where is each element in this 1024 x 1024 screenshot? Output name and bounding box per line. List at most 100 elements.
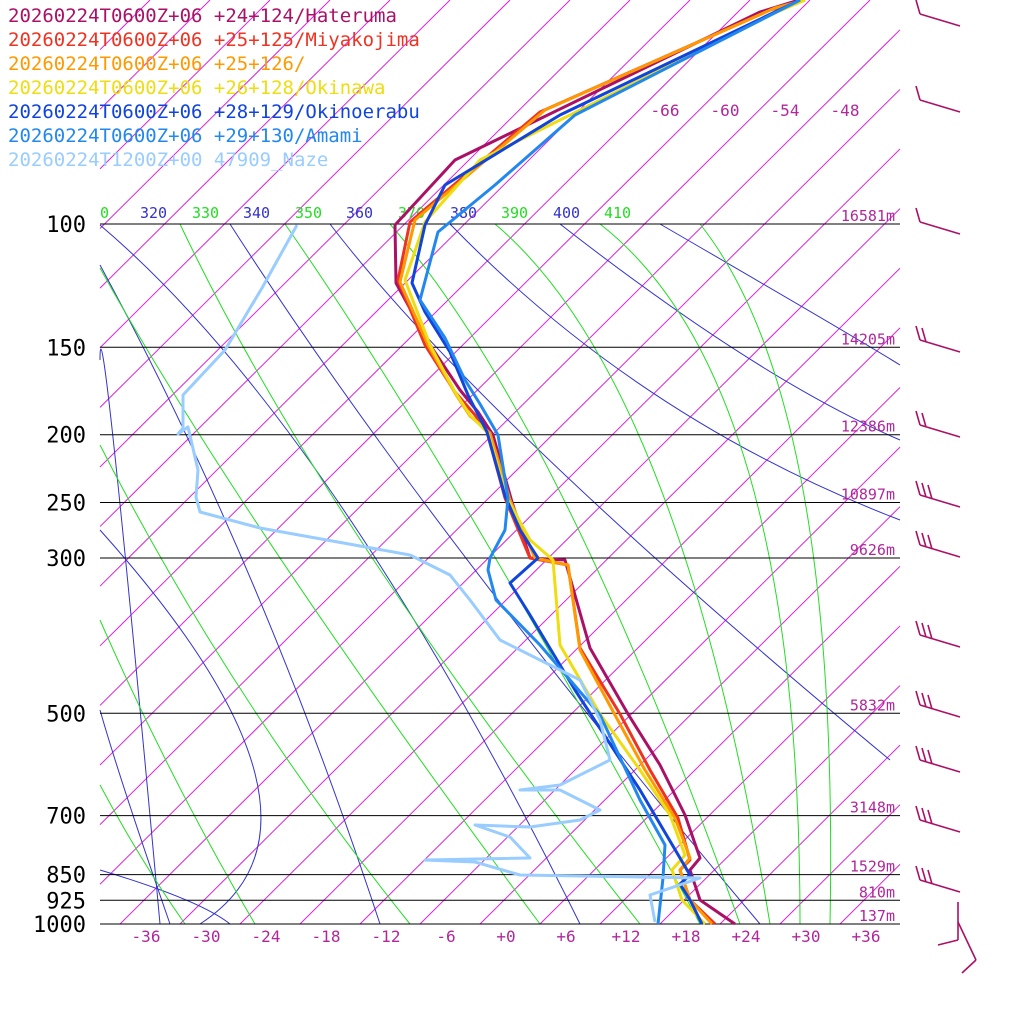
series-line — [393, 0, 800, 926]
isotherm-line — [239, 267, 901, 925]
x-tick-label: -18 — [312, 927, 341, 946]
wind-barb-feather — [961, 959, 977, 974]
legend-item: 20260224T0600Z+06 +25+125/Miyakojima — [8, 29, 420, 51]
moist-adiabat-line — [699, 223, 832, 925]
theta-label: 350 — [295, 204, 322, 222]
isotherm-top-label: -66 — [651, 101, 680, 120]
legend: 20260224T0600Z+06 +24+124/Hateruma 202602… — [8, 4, 420, 172]
wind-barb-staff — [919, 819, 961, 833]
wind-barb-feather — [921, 867, 927, 883]
pressure-label: 250 — [46, 492, 86, 517]
isotherm-line — [539, 565, 901, 925]
x-tick-label: -12 — [372, 927, 401, 946]
wind-barb-feather — [915, 325, 921, 341]
wind-barb-staff — [957, 921, 977, 961]
isotherm-line — [719, 744, 901, 925]
x-tick-label: +18 — [672, 927, 701, 946]
legend-item: 20260224T0600Z+06 +24+124/Hateruma — [8, 5, 397, 27]
x-tick-label: +12 — [612, 927, 641, 946]
wind-barb-feather — [927, 869, 933, 885]
wind-barb — [915, 690, 961, 718]
wind-barb — [915, 530, 961, 558]
wind-barb — [915, 620, 961, 648]
isotherm-line — [99, 0, 871, 766]
series-line — [176, 224, 702, 923]
dry-adiabat-line — [99, 264, 381, 925]
wind-barb-feather — [915, 620, 921, 636]
wind-barb-staff — [919, 99, 961, 113]
isotherm-line — [99, 0, 571, 468]
isotherm-line — [299, 327, 901, 925]
wind-barb-feather — [915, 0, 921, 15]
wind-barb-staff — [919, 13, 961, 27]
wind-barb-feather — [921, 747, 927, 763]
theta-label: 410 — [604, 204, 631, 222]
wind-barb-feather — [927, 694, 933, 710]
height-label: 810m — [859, 883, 895, 901]
series-line — [410, 0, 801, 925]
wind-barb-staff — [919, 634, 961, 648]
legend-item: 20260224T0600Z+06 +25+126/ — [8, 53, 306, 75]
pressure-label: 850 — [46, 864, 86, 889]
height-label: 10897m — [841, 486, 895, 504]
wind-barb — [915, 410, 961, 438]
moist-adiabat-lines — [99, 223, 832, 925]
moist-adiabat-line — [284, 223, 701, 925]
dry-adiabat-line — [329, 223, 891, 761]
x-axis-ticks: -36 -30 -24 -18 -12 -6 +0 +6 +12 +18 +24 +30 +36 — [132, 927, 881, 946]
theta-label: 330 — [192, 204, 219, 222]
isotherm-line — [99, 0, 151, 51]
theta-label: 0 — [100, 204, 109, 222]
wind-barb-feather — [937, 939, 959, 946]
wind-barb-staff — [919, 424, 961, 438]
pressure-label: 300 — [46, 547, 86, 572]
isotherm-line — [99, 0, 751, 647]
wind-barb — [915, 85, 961, 113]
dry-adiabat-lines — [99, 223, 901, 925]
x-tick-label: +6 — [556, 927, 575, 946]
wind-barb-staff — [919, 494, 961, 508]
moist-adiabat-line — [99, 444, 411, 925]
wind-barb-feather — [915, 745, 921, 761]
wind-barb-feather — [927, 749, 933, 765]
wind-barb — [915, 480, 961, 508]
height-label: 137m — [859, 907, 895, 925]
isotherm-line — [99, 0, 691, 587]
pressure-label: 200 — [46, 424, 86, 449]
wind-barb-feather — [915, 85, 921, 101]
x-tick-label: -36 — [132, 927, 161, 946]
dry-adiabat-line — [229, 223, 761, 925]
wind-barb — [915, 865, 961, 893]
wind-barb — [915, 0, 961, 27]
moist-adiabat-line — [494, 223, 771, 925]
mixing-labels: -66 -60 -54 -48 — [651, 101, 860, 120]
x-tick-label: +24 — [732, 927, 761, 946]
wind-barb-feather — [921, 622, 927, 638]
pressure-label: 100 — [46, 213, 86, 238]
wind-barbs — [915, 0, 977, 974]
wind-barb-staff — [919, 704, 961, 718]
theta-labels: 0 320 330 340 350 360 370 380 390 400 410 — [100, 204, 631, 222]
dry-adiabat-line — [99, 709, 171, 925]
wind-barb-staff — [919, 879, 961, 893]
legend-item: 20260224T0600Z+06 +26+128/Okinawa — [8, 77, 386, 99]
isotherm-line — [99, 0, 391, 289]
wind-barb-feather — [915, 865, 921, 881]
sounding-series — [176, 0, 806, 926]
dry-adiabat-line — [99, 869, 231, 925]
isotherm-line — [99, 0, 811, 706]
isotherm-line — [99, 0, 211, 110]
isotherm-lines — [99, 0, 901, 925]
wind-barb-feather — [927, 809, 933, 825]
dry-adiabat-line — [659, 223, 901, 366]
x-tick-label: -30 — [192, 927, 221, 946]
wind-barb-staff — [919, 221, 961, 235]
dry-adiabat-line — [559, 223, 901, 441]
wind-barb-staff — [919, 339, 961, 353]
height-label: 12386m — [841, 418, 895, 436]
isotherm-line — [99, 89, 901, 885]
height-label: 5832m — [850, 696, 895, 714]
height-label: 3148m — [850, 799, 895, 817]
wind-barb-feather — [915, 480, 921, 496]
isotherm-top-label: -60 — [711, 101, 740, 120]
